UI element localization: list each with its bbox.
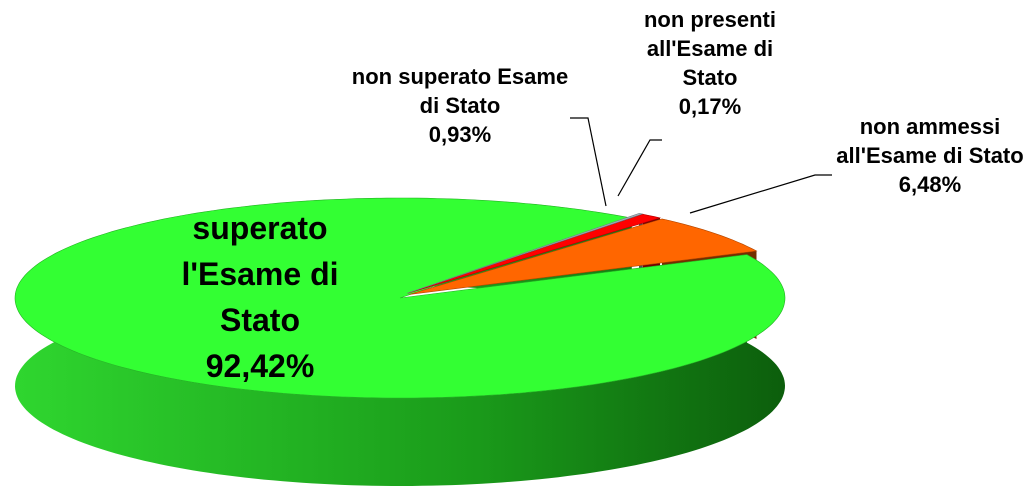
category-label: superato l'Esame di Stato <box>181 210 339 338</box>
category-label: non presenti all'Esame di Stato <box>643 7 776 90</box>
value-label: 0,17% <box>678 94 742 119</box>
slice-label: non presenti all'Esame di Stato 0,17% <box>620 5 800 121</box>
category-label: non superato Esame di Stato <box>351 64 569 118</box>
slice-label: non ammessi all'Esame di Stato 6,48% <box>830 112 1030 199</box>
slice <box>14 197 786 399</box>
slice-label: non superato Esame di Stato 0,93% <box>345 62 575 149</box>
slice-label: superato l'Esame di Stato 92,42% <box>150 205 370 389</box>
value-label: 0,93% <box>428 122 492 147</box>
leader-line <box>570 117 607 207</box>
value-label: 6,48% <box>898 172 962 197</box>
value-label: 92,42% <box>205 348 315 384</box>
slice <box>409 218 758 295</box>
leader-line <box>617 139 662 197</box>
leader-line <box>689 174 832 214</box>
slice <box>407 213 644 294</box>
category-label: non ammessi all'Esame di Stato <box>836 114 1024 168</box>
